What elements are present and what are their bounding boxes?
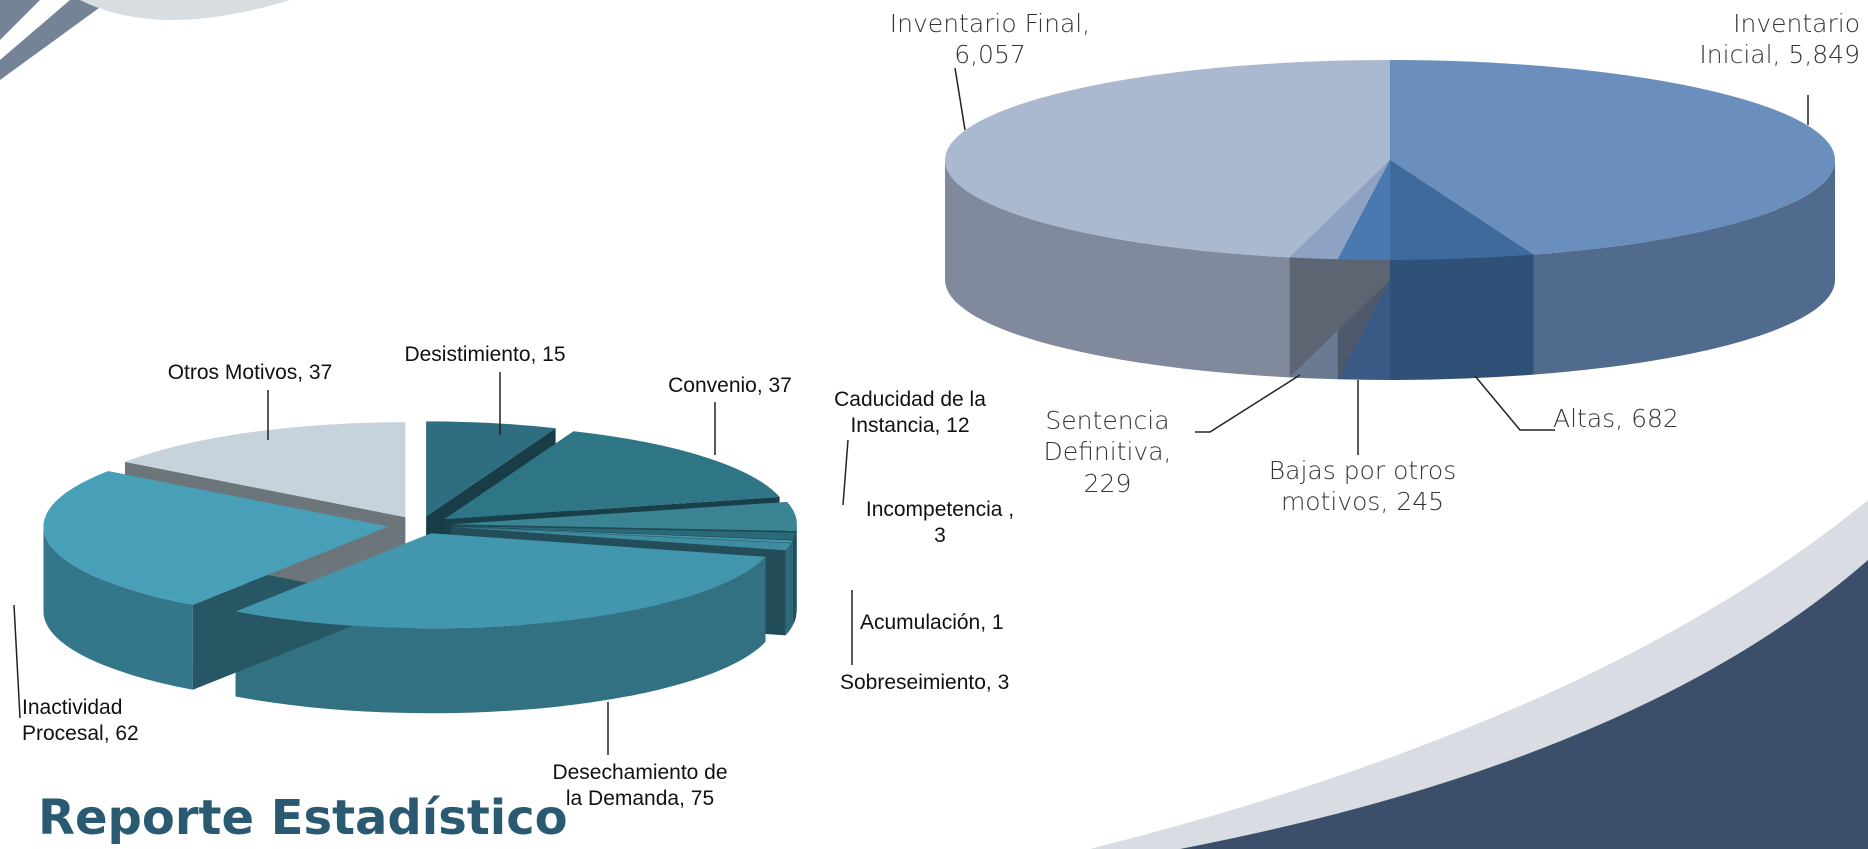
- data-label: Caducidad de la Instancia, 12: [820, 387, 1000, 440]
- data-label: Sentencia Definitiva, 229: [1020, 405, 1195, 499]
- decor-stripes: [0, 0, 110, 80]
- slide: Reporte Estadístico Inventario Inicial, …: [0, 0, 1868, 849]
- slice-side: [786, 543, 792, 635]
- page-title: Reporte Estadístico: [38, 790, 568, 846]
- leader-line: [14, 605, 20, 718]
- slice-side: [791, 540, 792, 627]
- data-label: Inactividad Procesal, 62: [22, 695, 172, 748]
- slice-side: [793, 533, 796, 625]
- data-label: Otros Motivos, 37: [150, 360, 350, 386]
- data-label: Acumulación, 1: [860, 610, 1060, 636]
- data-label: Inventario Inicial, 5,849: [1660, 8, 1860, 71]
- data-label: Incompetencia , 3: [860, 497, 1020, 550]
- data-label: Desechamiento de la Demanda, 75: [550, 760, 730, 813]
- data-label: Altas, 682: [1553, 403, 1713, 434]
- data-label: Bajas por otros motivos, 245: [1255, 455, 1470, 518]
- seal: [80, 0, 290, 20]
- data-label: Desistimiento, 15: [385, 342, 585, 368]
- leader-line: [1475, 376, 1555, 430]
- slice-side: [796, 524, 797, 616]
- data-label: Inventario Final, 6,057: [880, 8, 1100, 71]
- leader-line: [1195, 375, 1300, 432]
- slice-side: [1390, 255, 1533, 380]
- leader-line: [955, 68, 965, 130]
- leader-line: [843, 440, 848, 505]
- data-label: Sobreseimiento, 3: [840, 670, 1040, 696]
- data-label: Convenio, 37: [640, 373, 820, 399]
